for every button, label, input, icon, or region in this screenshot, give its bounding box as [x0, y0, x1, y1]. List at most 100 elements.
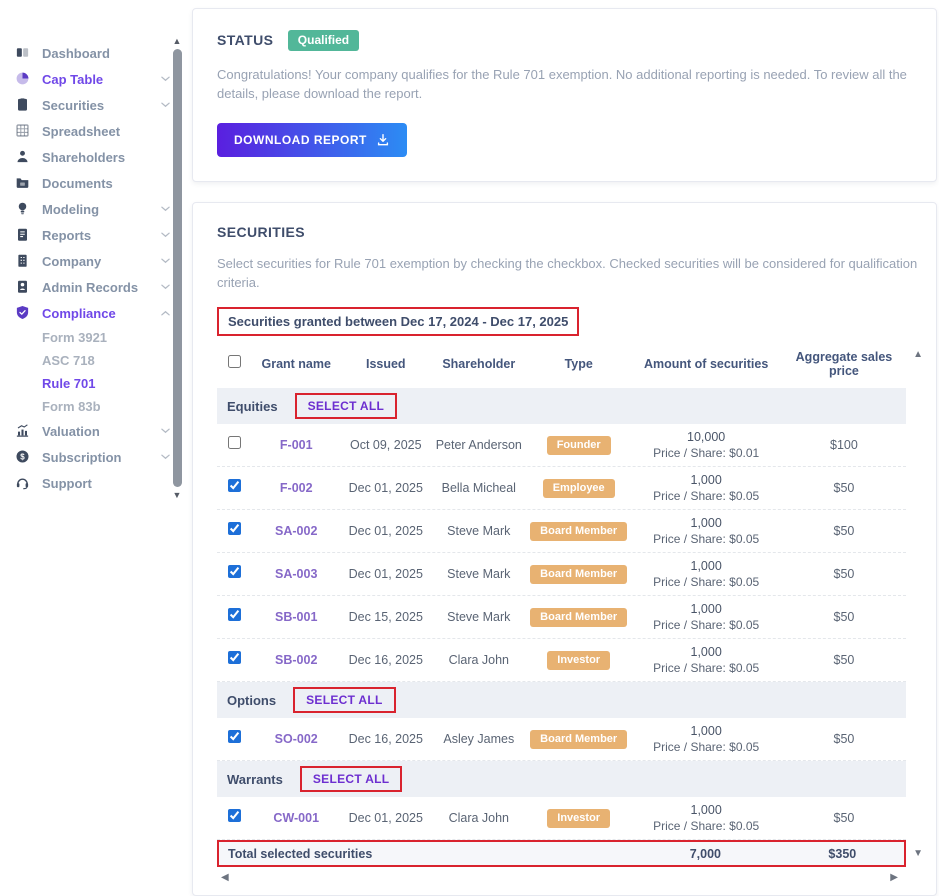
chart-growth-icon — [15, 423, 31, 439]
sidebar-item-label: Spreadsheet — [42, 123, 121, 139]
sidebar-item-compliance[interactable]: Compliance — [0, 300, 186, 326]
sidebar-item-label: Cap Table — [42, 71, 104, 87]
scroll-left-icon[interactable]: ◀ — [221, 872, 229, 884]
total-label: Total selected securities — [228, 846, 373, 861]
sidebar-item-admin-records[interactable]: Admin Records — [0, 274, 186, 300]
shareholder-name: Clara John — [448, 811, 510, 826]
row-checkbox[interactable] — [227, 565, 241, 579]
download-icon — [376, 133, 390, 147]
sidebar-subitem-form-3921[interactable]: Form 3921 — [42, 330, 108, 345]
sidebar-item-reports[interactable]: Reports — [0, 222, 186, 248]
sidebar-subitem-asc-718[interactable]: ASC 718 — [42, 353, 95, 368]
row-checkbox[interactable] — [227, 651, 241, 665]
grant-link[interactable]: SB-001 — [275, 610, 318, 625]
grant-link[interactable]: SO-002 — [274, 732, 318, 747]
person-icon — [15, 149, 31, 165]
type-cell: Investor — [527, 650, 630, 671]
table-row: F-002 Dec 01, 2025 Bella Micheal Employee 1,… — [217, 467, 906, 511]
sidebar-item-subscription[interactable]: $ Subscription — [0, 444, 186, 470]
select-all-button-options[interactable]: SELECT ALL — [293, 687, 396, 714]
securities-table: ▲ ▼ Grant name Issued Shareholder Type A… — [217, 341, 924, 885]
amount-value: 1,000 — [690, 516, 722, 531]
securities-card: SECURITIES Select securities for Rule 70… — [192, 201, 937, 896]
horizontal-scrollbar[interactable]: ◀ ▶ — [217, 867, 906, 885]
row-checkbox[interactable] — [227, 479, 241, 493]
row-checkbox[interactable] — [227, 522, 241, 536]
sidebar-item-shareholders[interactable]: Shareholders — [0, 144, 186, 170]
sidebar-item-valuation[interactable]: Valuation — [0, 418, 186, 444]
scroll-up-icon[interactable]: ▲ — [172, 36, 182, 46]
chevron-down-icon — [161, 232, 170, 238]
sidebar-item-company[interactable]: Company — [0, 248, 186, 274]
spreadsheet-grid-icon — [15, 123, 31, 139]
table-row: SB-002 Dec 16, 2025 Clara John Investor 1,00… — [217, 639, 906, 683]
type-badge: Founder — [546, 436, 611, 456]
shareholder-name: Steve Mark — [447, 567, 511, 582]
chevron-down-icon — [161, 206, 170, 212]
sidebar-subitem-rule-701[interactable]: Rule 701 — [42, 376, 96, 391]
grant-link[interactable]: SB-002 — [275, 653, 318, 668]
type-cell: Board Member — [527, 729, 630, 750]
sidebar-item-securities[interactable]: Securities — [0, 92, 186, 118]
aggregate-price: $50 — [833, 481, 855, 496]
shield-check-icon — [15, 305, 31, 321]
total-amount: 7,000 — [689, 846, 721, 861]
status-badge: Qualified — [287, 30, 360, 51]
sidebar-item-label: Dashboard — [42, 45, 110, 61]
download-report-button[interactable]: DOWNLOAD REPORT — [217, 122, 407, 157]
records-icon — [15, 279, 31, 295]
type-badge: Investor — [547, 651, 611, 671]
sidebar-subitem-form-83b[interactable]: Form 83b — [42, 399, 101, 414]
price-per-share: Price / Share: $0.05 — [653, 489, 760, 504]
grant-link[interactable]: SA-002 — [275, 524, 318, 539]
row-checkbox[interactable] — [227, 730, 241, 744]
scroll-down-icon[interactable]: ▼ — [172, 490, 182, 500]
sidebar-item-documents[interactable]: Documents — [0, 170, 186, 196]
sidebar-item-cap-table[interactable]: Cap Table — [0, 66, 186, 92]
amount-cell: 1,000 Price / Share: $0.05 — [630, 724, 782, 754]
price-per-share: Price / Share: $0.05 — [653, 661, 760, 676]
sidebar-scrollbar[interactable]: ▲ ▼ — [171, 36, 183, 500]
amount-cell: 1,000 Price / Share: $0.05 — [630, 803, 782, 833]
checkbox-cell — [217, 479, 251, 497]
table-row: SO-002 Dec 16, 2025 Asley James Board Membe… — [217, 718, 906, 762]
header-checkbox[interactable] — [227, 355, 241, 369]
row-checkbox[interactable] — [227, 608, 241, 622]
download-report-label: DOWNLOAD REPORT — [234, 132, 367, 147]
sidebar-item-modeling[interactable]: Modeling — [0, 196, 186, 222]
grant-link[interactable]: SA-003 — [275, 567, 318, 582]
grant-link[interactable]: CW-001 — [273, 811, 320, 826]
type-cell: Employee — [527, 478, 630, 499]
grant-link[interactable]: F-002 — [279, 481, 313, 496]
row-checkbox[interactable] — [227, 436, 241, 450]
sidebar-item-support[interactable]: Support — [0, 470, 186, 496]
table-scroll-down-icon[interactable]: ▼ — [913, 848, 923, 860]
scrollbar-thumb[interactable] — [172, 49, 182, 487]
issued-date: Oct 09, 2025 — [349, 438, 422, 453]
sidebar-item-dashboard[interactable]: Dashboard — [0, 40, 186, 66]
sidebar-item-spreadsheet[interactable]: Spreadsheet — [0, 118, 186, 144]
chevron-down-icon — [161, 76, 170, 82]
sidebar-item-label: Support — [42, 475, 92, 491]
table-row: SA-002 Dec 01, 2025 Steve Mark Board Member… — [217, 510, 906, 554]
grant-link[interactable]: F-001 — [279, 438, 313, 453]
amount-cell: 1,000 Price / Share: $0.05 — [630, 602, 782, 632]
col-aggregate: Aggregate sales price — [795, 350, 893, 379]
row-checkbox[interactable] — [227, 809, 241, 823]
sidebar-item-label: Company — [42, 253, 102, 269]
group-label: Equities — [227, 398, 278, 414]
type-badge: Investor — [547, 809, 611, 829]
select-all-button-equities[interactable]: SELECT ALL — [294, 393, 398, 420]
sidebar-item-label: Admin Records — [42, 279, 139, 295]
select-all-button-warrants[interactable]: SELECT ALL — [299, 766, 403, 793]
issued-date: Dec 01, 2025 — [348, 481, 423, 496]
type-cell: Founder — [527, 435, 630, 456]
scroll-right-icon[interactable]: ▶ — [890, 872, 898, 884]
table-scroll-up-icon[interactable]: ▲ — [913, 349, 923, 361]
shareholder-name: Bella Micheal — [441, 481, 516, 496]
amount-cell: 10,000 Price / Share: $0.01 — [630, 430, 782, 460]
date-range-annotation: Securities granted between Dec 17, 2024 … — [217, 307, 580, 337]
table-body: Equities SELECT ALL F-001 Oct 09, 2025 Peter… — [217, 388, 906, 841]
price-per-share: Price / Share: $0.05 — [653, 618, 760, 633]
sidebar-item-label: Documents — [42, 175, 113, 191]
